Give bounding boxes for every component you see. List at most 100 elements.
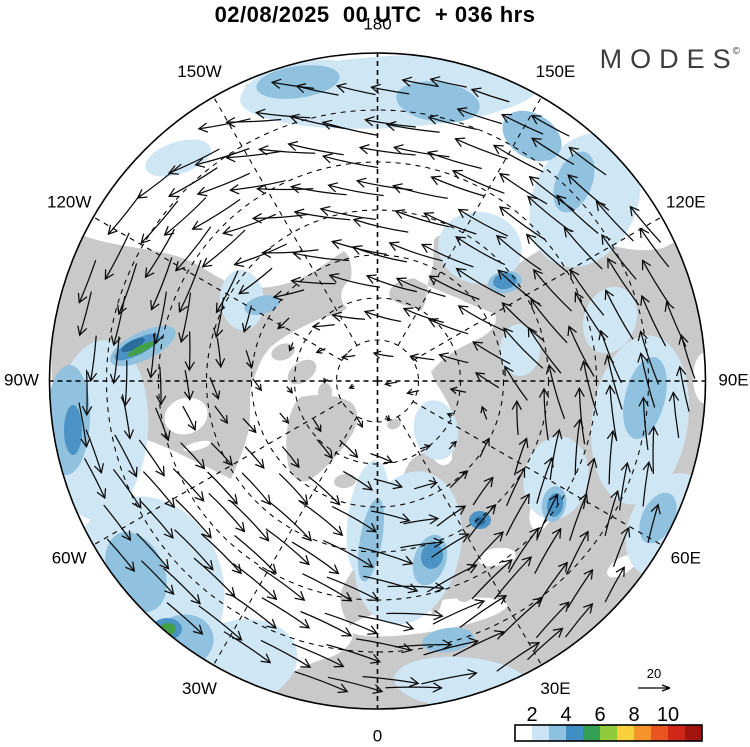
wind-arrow bbox=[595, 200, 634, 242]
wind-arrow bbox=[77, 259, 97, 304]
wind-arrow bbox=[364, 116, 416, 128]
wind-arrows bbox=[77, 76, 696, 695]
wind-arrow bbox=[605, 384, 618, 442]
wind-arrow bbox=[505, 493, 530, 536]
colorbar-tick-label: 6 bbox=[594, 704, 605, 726]
wind-arrow bbox=[241, 472, 272, 506]
wind-arrow bbox=[244, 446, 265, 470]
wind-arrow bbox=[513, 437, 529, 476]
wind-arrow bbox=[112, 469, 142, 509]
modes-logo-text: MODES bbox=[599, 44, 739, 74]
wind-arrow bbox=[431, 533, 470, 558]
wind-arrow bbox=[290, 276, 336, 287]
map-boundary-circle bbox=[48, 52, 707, 710]
wind-arrow bbox=[395, 277, 446, 298]
wind-arrow bbox=[579, 360, 599, 416]
colorbar-segment bbox=[583, 725, 601, 741]
colorbar-segment bbox=[651, 725, 669, 741]
wind-arrow bbox=[501, 302, 545, 342]
sea-bay-of-bengal bbox=[693, 352, 706, 404]
wind-arrow bbox=[527, 627, 564, 661]
wind-arrow bbox=[107, 194, 141, 236]
wind-arrow bbox=[352, 216, 409, 233]
wind-arrow bbox=[401, 76, 439, 88]
wind-arrow bbox=[428, 275, 480, 300]
colorbar-segment bbox=[685, 725, 703, 741]
wind-arrow bbox=[327, 182, 384, 197]
wind-arrow bbox=[448, 440, 457, 450]
wind-arrow bbox=[470, 87, 510, 103]
shade-region-level-1 bbox=[438, 211, 522, 285]
wind-arrow bbox=[184, 331, 195, 372]
wind-arrow bbox=[536, 493, 559, 541]
wind-arrow bbox=[351, 245, 408, 263]
wind-arrow bbox=[258, 145, 316, 156]
wind-arrow bbox=[449, 386, 467, 395]
wind-arrow bbox=[565, 530, 589, 575]
wind-arrow bbox=[563, 226, 603, 270]
wind-arrow bbox=[419, 443, 432, 451]
wind-arrow bbox=[106, 538, 136, 573]
wind-arrow bbox=[534, 527, 562, 574]
shade-region-level-3 bbox=[64, 405, 82, 455]
wind-arrow bbox=[312, 418, 322, 433]
wind-arrow bbox=[388, 241, 443, 262]
wind-arrow bbox=[315, 347, 326, 354]
wind-reference: 20 bbox=[638, 666, 671, 692]
wind-arrow bbox=[451, 169, 505, 194]
wind-arrow bbox=[452, 630, 505, 657]
shade-region-level-2 bbox=[639, 492, 677, 544]
wind-arrow bbox=[496, 642, 541, 672]
wind-arrow bbox=[500, 113, 544, 135]
wind-arrow bbox=[138, 439, 165, 477]
longitude-label: 60W bbox=[52, 548, 87, 567]
wind-arrow bbox=[370, 453, 394, 464]
island bbox=[318, 383, 332, 401]
wind-arrow bbox=[308, 476, 341, 506]
wind-arrow bbox=[471, 559, 513, 600]
colorbar-segment bbox=[668, 725, 686, 741]
wind-arrow bbox=[278, 473, 309, 506]
wind-arrow bbox=[363, 309, 402, 323]
longitude-label: 90W bbox=[4, 370, 39, 389]
wind-arrow bbox=[335, 82, 376, 96]
wind-arrow bbox=[174, 529, 214, 571]
wind-arrow bbox=[331, 506, 378, 533]
meridian-line bbox=[412, 216, 663, 361]
shade-region-level-1 bbox=[582, 286, 638, 354]
colorbar: 2 4 6 8 10 bbox=[514, 704, 703, 742]
wind-arrow bbox=[292, 249, 349, 262]
wind-arrow bbox=[258, 566, 306, 602]
wind-arrow bbox=[498, 206, 546, 241]
wind-arrow bbox=[191, 198, 241, 230]
wind-arrow bbox=[300, 610, 353, 637]
shade-region-level-3 bbox=[493, 272, 517, 290]
wind-arrow bbox=[472, 341, 511, 365]
colorbar-segment bbox=[549, 725, 567, 741]
colorbar-segment bbox=[600, 725, 618, 741]
wind-arrow bbox=[316, 439, 333, 460]
wind-arrow bbox=[146, 332, 157, 379]
wind-arrow bbox=[639, 227, 670, 268]
wind-arrow bbox=[178, 292, 192, 344]
wind-arrow bbox=[155, 407, 171, 442]
wind-arrow bbox=[225, 116, 282, 128]
wind-arrow bbox=[326, 576, 380, 601]
wind-arrow bbox=[109, 336, 121, 385]
colorbar-tick-label: 2 bbox=[526, 704, 537, 726]
wind-arrow bbox=[394, 209, 450, 228]
wind-arrow bbox=[150, 257, 173, 311]
wind-arrow bbox=[321, 153, 379, 169]
wind-arrow bbox=[527, 326, 562, 374]
wind-arrow bbox=[269, 502, 312, 542]
wind-arrow bbox=[230, 594, 277, 629]
wind-arrow bbox=[446, 412, 453, 419]
wind-arrow bbox=[213, 297, 225, 339]
wind-arrow bbox=[530, 115, 570, 137]
wind-arrow bbox=[302, 573, 353, 602]
wind-arrow bbox=[291, 541, 340, 575]
sea-persian-gulf bbox=[607, 554, 637, 578]
wind-arrow bbox=[474, 372, 500, 389]
longitude-label: 60E bbox=[671, 548, 701, 567]
